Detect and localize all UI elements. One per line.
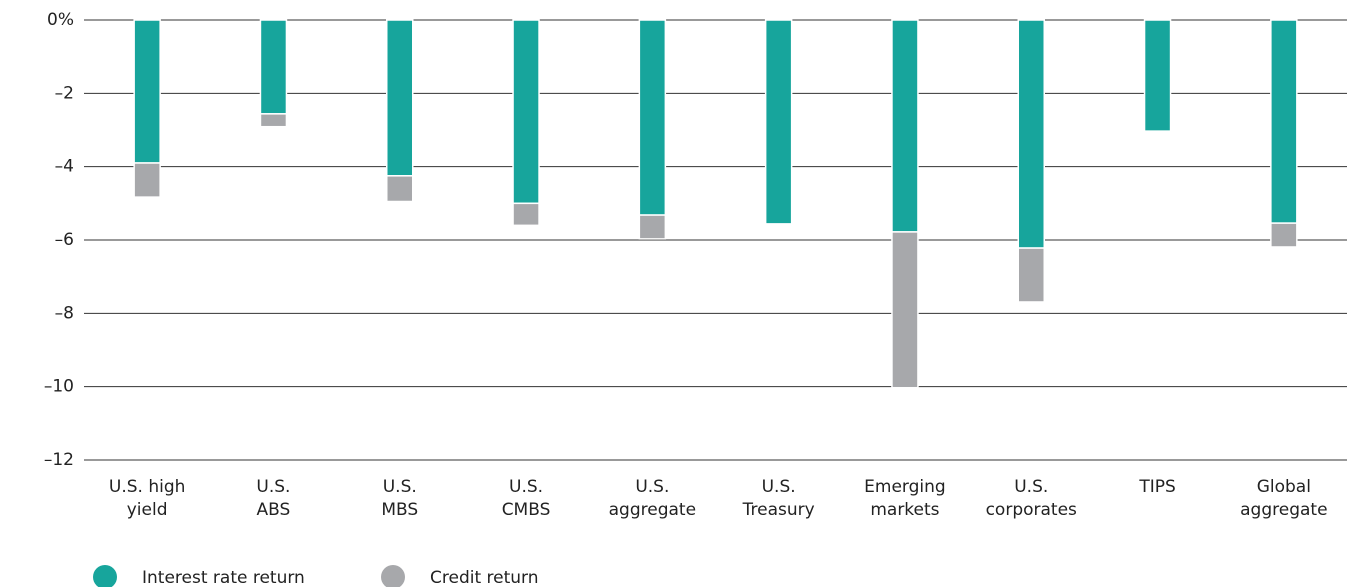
bar-segment bbox=[133, 162, 161, 198]
y-tick-label: –12 bbox=[44, 450, 74, 470]
x-tick-label: U.S. high yield bbox=[108, 477, 186, 520]
y-tick-label: 0% bbox=[47, 10, 74, 30]
bar-segment bbox=[1017, 247, 1045, 303]
legend-label: Interest rate return bbox=[142, 568, 305, 587]
bar-segment bbox=[259, 113, 288, 128]
y-tick-label: –8 bbox=[55, 303, 74, 323]
legend-marker bbox=[93, 565, 117, 587]
bar-segment bbox=[1270, 19, 1298, 224]
bar-segment bbox=[638, 19, 667, 216]
y-tick-label: –2 bbox=[55, 83, 74, 103]
x-tick-label: Global aggregate bbox=[1240, 477, 1328, 520]
bar-segment bbox=[638, 214, 667, 240]
legend-marker bbox=[381, 565, 405, 587]
bar-segment bbox=[1143, 19, 1172, 132]
bar-segment bbox=[764, 19, 793, 225]
y-tick-label: –6 bbox=[55, 230, 74, 250]
bar-segment bbox=[386, 19, 414, 177]
bar-segment bbox=[259, 19, 288, 115]
bar-segment bbox=[512, 19, 540, 205]
bar-segment bbox=[386, 175, 414, 203]
x-tick-label: U.S. CMBS bbox=[501, 477, 551, 520]
x-tick-label: U.S. aggregate bbox=[608, 477, 697, 520]
x-tick-label: TIPS bbox=[1139, 477, 1176, 497]
bar-segment bbox=[891, 19, 919, 233]
y-tick-label: –4 bbox=[55, 157, 74, 177]
legend-label: Credit return bbox=[430, 568, 539, 587]
x-tick-label: Emerging markets bbox=[864, 477, 946, 520]
bar-segment bbox=[133, 19, 161, 164]
x-tick-label: U.S. MBS bbox=[381, 477, 419, 520]
x-tick-label: U.S. Treasury bbox=[742, 477, 815, 520]
x-tick-label: U.S. corporates bbox=[985, 477, 1077, 520]
bar-segment bbox=[1017, 19, 1045, 249]
x-tick-label: U.S. ABS bbox=[256, 477, 291, 520]
bar-segment bbox=[512, 202, 540, 227]
bar-segment bbox=[891, 231, 919, 389]
bar-segment bbox=[1270, 222, 1298, 248]
y-tick-label: –10 bbox=[44, 377, 74, 397]
